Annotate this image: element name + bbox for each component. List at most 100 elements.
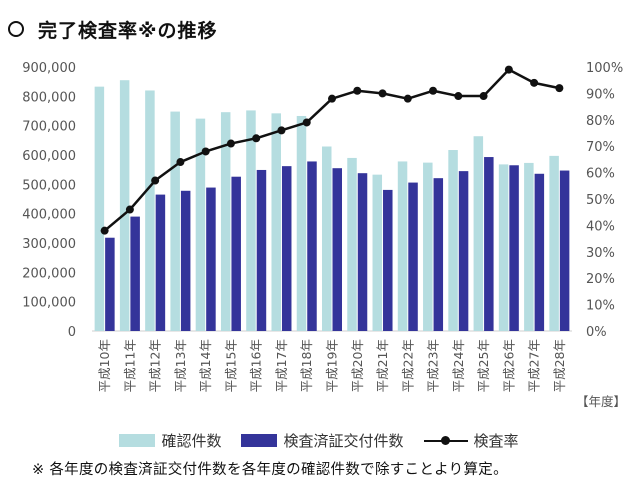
page-title: 完了検査率※の推移 xyxy=(38,19,218,42)
circle-icon xyxy=(8,21,24,37)
rate-point xyxy=(555,84,564,93)
bar-confirm xyxy=(448,150,458,331)
legend-item-confirm: 確認件数 xyxy=(119,430,221,451)
bar-confirm xyxy=(498,164,509,331)
bar-confirm xyxy=(322,146,332,331)
bar-inspect xyxy=(433,178,444,331)
y-left-tick-label: 700,000 xyxy=(22,120,76,135)
rate-point xyxy=(454,92,463,101)
rate-point xyxy=(302,118,311,127)
x-category-label: 平成14年 xyxy=(198,339,213,392)
y-left-tick-label: 300,000 xyxy=(22,237,76,252)
x-category-label: 平成27年 xyxy=(527,339,542,392)
bar-inspect xyxy=(206,187,216,331)
y-left-tick-label: 500,000 xyxy=(22,178,76,193)
bar-confirm xyxy=(296,115,307,331)
y-left-tick-label: 600,000 xyxy=(22,149,76,164)
title-bar: 完了検査率※の推移 xyxy=(8,14,217,44)
x-category-label: 平成22年 xyxy=(400,339,415,392)
y-right-tick-label: 20% xyxy=(586,272,615,287)
rate-point xyxy=(176,158,185,167)
x-category-label: 平成10年 xyxy=(97,339,112,392)
x-category-label: 平成18年 xyxy=(299,339,314,392)
rate-point xyxy=(151,176,160,185)
bar-inspect xyxy=(458,171,469,331)
chart: 0 100,000 200,000 300,000 400,000 500,000 600,… xyxy=(22,61,626,409)
bar-inspect xyxy=(130,216,140,331)
bar-inspect xyxy=(105,237,115,331)
bar-confirm xyxy=(246,110,256,331)
bar-inspect xyxy=(307,161,317,331)
bar-inspect xyxy=(357,173,368,331)
y-right-tick-label: 40% xyxy=(586,219,615,234)
legend-swatch-confirm xyxy=(119,434,156,447)
y-right-tick-label: 10% xyxy=(586,299,615,314)
legend-label-rate: 検査率 xyxy=(473,432,519,450)
x-category-label: 平成21年 xyxy=(375,339,390,392)
x-category-label: 平成11年 xyxy=(122,339,137,392)
y-right-tick-label: 100% xyxy=(586,61,623,76)
bar-inspect xyxy=(383,189,393,331)
x-category-label: 平成24年 xyxy=(451,339,466,392)
bar-confirm xyxy=(145,90,155,331)
rate-point xyxy=(252,134,261,143)
x-category-label: 平成23年 xyxy=(426,339,441,392)
x-category-label: 平成28年 xyxy=(552,339,567,392)
rate-point xyxy=(328,94,336,103)
bar-inspect xyxy=(484,157,494,331)
rate-point xyxy=(378,89,387,98)
x-category-label: 平成15年 xyxy=(223,339,238,392)
bar-confirm xyxy=(119,80,130,331)
rate-point xyxy=(504,65,513,74)
y-right-tick-label: 90% xyxy=(586,87,615,102)
bar-inspect xyxy=(256,169,267,331)
bar-confirm xyxy=(423,162,433,331)
legend-item-inspect: 検査済証交付件数 xyxy=(241,430,404,451)
x-category-label: 平成25年 xyxy=(476,339,491,392)
bar-inspect xyxy=(332,168,342,331)
rate-point xyxy=(277,126,286,135)
rate-point xyxy=(201,147,210,156)
legend-label-inspect: 検査済証交付件数 xyxy=(283,432,404,450)
bar-confirm xyxy=(271,113,281,331)
x-category-label: 平成13年 xyxy=(173,339,188,392)
y-right-tick-label: 0% xyxy=(586,325,607,340)
y-left-tick-label: 400,000 xyxy=(22,208,76,223)
y-left-tick-label: 800,000 xyxy=(22,90,76,105)
rate-point xyxy=(429,86,438,95)
legend-label-confirm: 確認件数 xyxy=(161,432,222,450)
y-right-tick-label: 50% xyxy=(586,193,615,208)
x-category-label: 平成17年 xyxy=(274,339,289,392)
y-left-tick-label: 0 xyxy=(68,325,76,340)
y-right-tick-label: 30% xyxy=(586,246,615,261)
legend: 確認件数 検査済証交付件数 検査率 xyxy=(0,430,638,451)
y-right-tick-label: 70% xyxy=(586,140,615,155)
bar-confirm xyxy=(220,112,231,331)
bar-inspect xyxy=(180,190,191,331)
y-left-tick-label: 100,000 xyxy=(22,296,76,311)
y-right-tick-label: 80% xyxy=(586,114,615,129)
bar-confirm xyxy=(524,162,534,331)
rate-point xyxy=(530,78,539,87)
bar-confirm xyxy=(372,174,383,331)
bar-inspect xyxy=(559,170,570,331)
x-category-label: 平成20年 xyxy=(350,339,365,392)
bar-inspect xyxy=(534,173,545,331)
y-left-tick-label: 900,000 xyxy=(22,61,76,76)
x-category-label: 平成26年 xyxy=(501,339,516,392)
bar-confirm xyxy=(549,155,559,331)
footnote: ※ 各年度の検査済証交付件数を各年度の確認件数で除すことより算定。 xyxy=(32,462,508,478)
rate-point xyxy=(479,92,488,101)
bar-inspect xyxy=(509,165,519,331)
bar-confirm xyxy=(94,86,105,331)
bar-confirm xyxy=(347,157,357,331)
bar-inspect xyxy=(231,176,241,331)
x-category-label: 平成12年 xyxy=(148,339,163,392)
legend-swatch-inspect xyxy=(241,434,278,447)
rate-point xyxy=(353,86,362,95)
legend-line-marker-icon xyxy=(423,434,468,448)
rate-point xyxy=(403,94,412,103)
bar-confirm xyxy=(195,118,206,331)
bar-confirm xyxy=(170,111,180,331)
y-left-tick-label: 200,000 xyxy=(22,266,76,281)
